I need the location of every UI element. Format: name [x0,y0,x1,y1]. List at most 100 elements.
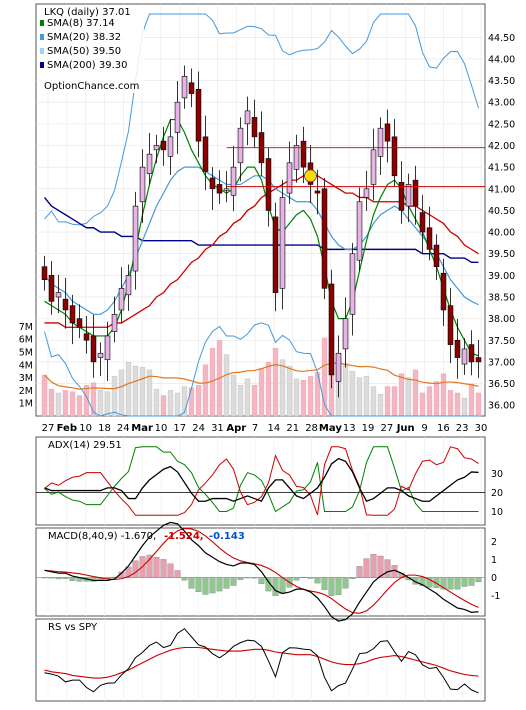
candle-body [321,188,328,289]
candle-body [293,145,300,170]
legend-entry: SMA(8) 37.14 [47,18,115,29]
candle-body [174,101,181,133]
volume-bar [251,385,258,417]
axis-labels: 44.50 44.00 43.50 43.00 42.50 42.00 41.50 41.00… [19,33,515,434]
volume-bar [97,390,104,417]
candle-body [230,166,237,196]
price-tick-label: 37.50 [488,336,515,347]
volume-bar [160,395,167,417]
volume-bar [258,368,265,417]
candle-body [412,179,419,207]
x-tick-label: 24 [117,423,130,434]
candle-body [111,313,118,332]
price-tick-label: 43.50 [488,76,515,87]
candle-body [377,127,384,157]
macd-histogram-bar [300,577,307,578]
price-tick-label: 37.00 [488,357,515,368]
legend-swatch [40,48,44,54]
candle-body [468,344,475,363]
candle-body [167,136,174,157]
candle-body [41,266,48,280]
x-tick-label: Jun [396,423,415,434]
price-tick-label: 43.00 [488,98,515,109]
x-tick-label: 24 [192,423,205,434]
volume-tick-label: 3M [19,373,33,384]
legend-entry: SMA(50) 39.50 [47,46,121,57]
macd-histogram-bar [307,577,314,579]
volume-bar [377,394,384,417]
x-tick-label: 19 [362,423,375,434]
candle-body [461,348,468,365]
macd-histogram-bar [279,577,286,594]
macd-histogram-bar [202,577,209,595]
legend-box [38,5,144,93]
x-tick-label: 10 [155,423,168,434]
legend-swatch [40,62,44,68]
macd-histogram-bar [181,577,188,581]
candle-body [195,88,202,142]
macd-histogram-bar [188,577,195,589]
volume-bar [447,390,454,417]
macd-histogram-bar [412,577,419,585]
legend-entry: SMA(200) 39.30 [47,60,128,71]
candle-body [160,140,167,151]
volume-bar [307,376,314,417]
macd-label: MACD(8,40,9) -1.670, [48,531,156,542]
macd-histogram-bar [349,577,356,579]
volume-bar [76,395,83,417]
macd-histogram-bar [370,554,377,578]
candle-body [55,292,62,298]
x-tick-label: 17 [173,423,186,434]
x-tick-label: 7 [252,423,258,434]
candle-body [363,188,370,198]
macd-histogram-bar [48,577,55,579]
macd-histogram-bar [62,577,69,579]
candle-body [181,75,188,99]
adx-label: ADX(14) 29.51 [48,440,122,451]
crossover-marker [304,169,317,183]
x-tick-label: 13 [343,423,356,434]
rs-panel [35,618,486,702]
macd-histogram-bar [146,554,153,578]
volume-bar [90,382,97,417]
candle-body [244,110,251,125]
volume-bar [279,359,286,417]
volume-bar [461,397,468,417]
volume-tick-label: 2M [19,386,33,397]
candle-body [454,339,461,358]
macd-hist-label: -0.143 [209,531,245,542]
volume-bar [286,365,293,417]
macd-histogram-bar [258,577,265,584]
volume-bar [139,367,146,417]
candle-body [342,318,349,350]
volume-bar [188,387,195,417]
x-tick-label: 16 [437,423,450,434]
volume-bar [111,376,118,417]
x-tick-label: Mar [131,423,153,434]
price-tick-label: 36.00 [488,401,515,412]
x-tick-label: 9 [421,423,427,434]
adx-tick-label: 30 [491,469,503,480]
candle-body [118,288,125,311]
volume-bar [468,383,475,417]
price-tick-label: 40.00 [488,228,515,239]
volume-bar [391,386,398,417]
macd-histogram-bar [342,577,349,589]
rs-average-line [44,646,479,679]
x-tick-label: 18 [98,423,111,434]
macd-histogram-bar [195,577,202,592]
x-tick-label: 23 [456,423,469,434]
x-tick-label: Feb [57,423,77,434]
volume-bar [426,386,433,417]
volume-bar [237,385,244,417]
price-tick-label: 39.00 [488,271,515,282]
price-tick-label: 38.50 [488,292,515,303]
sma200-line [43,197,479,264]
candle-body [405,184,412,207]
macd-histogram-bar [153,557,160,578]
price-tick-label: 42.00 [488,141,515,152]
macd-histogram-bar [377,555,384,578]
candle-body [426,227,433,250]
macd-histogram-bar [167,563,174,578]
